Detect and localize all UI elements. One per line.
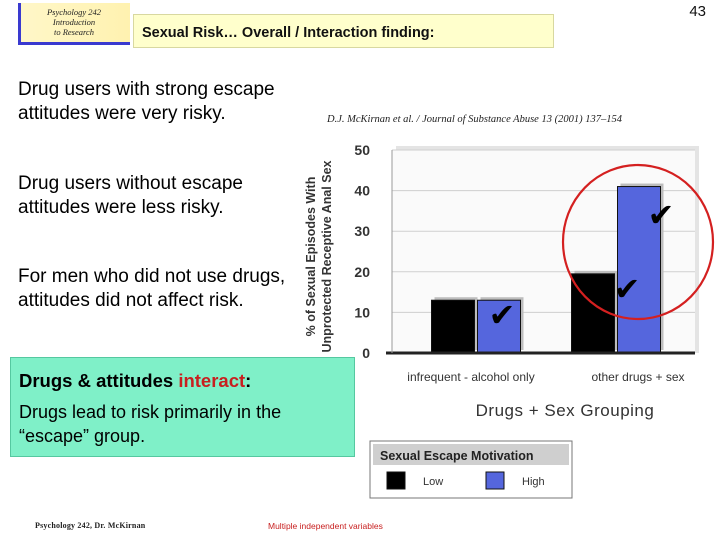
- footer-course-label: Psychology 242, Dr. McKirnan: [35, 521, 146, 530]
- callout-heading-suffix: :: [245, 370, 252, 391]
- axis-lines: [386, 150, 695, 355]
- bullet-text-1: Drug users with strong escape attitudes …: [18, 79, 275, 124]
- bullet-text-3: For men who did not use drugs, attitudes…: [18, 266, 286, 311]
- legend-title-bar: [373, 444, 569, 465]
- y-tick-label: 0: [362, 345, 370, 361]
- checkmark-icon: ✔: [439, 296, 466, 334]
- legend-title: Sexual Escape Motivation: [380, 449, 534, 463]
- x-category-label: other drugs + sex: [591, 370, 684, 384]
- logo-line-3: to Research: [53, 27, 95, 37]
- checkmark-icon: ✔: [648, 196, 675, 234]
- bar-high-1: [477, 299, 521, 354]
- y-tick-label: 50: [354, 142, 370, 158]
- slide-number: 43: [689, 3, 706, 20]
- logo-frame: [18, 3, 130, 45]
- callout-heading-prefix: Drugs & attitudes: [19, 370, 179, 391]
- bar-high-2: [617, 186, 661, 354]
- y-tick-label: 40: [354, 183, 370, 199]
- y-axis-label: % of Sexual Episodes With Unprotected Rec…: [304, 160, 334, 352]
- logo-line-1: Psychology 242: [46, 7, 102, 17]
- interaction-callout: Drugs & attitudes interact: Drugs lead t…: [10, 357, 355, 457]
- y-tick-label: 20: [354, 264, 370, 280]
- chart-citation: D.J. McKirnan et al. / Journal of Substa…: [326, 114, 623, 125]
- callout-heading: Drugs & attitudes interact:: [19, 370, 251, 392]
- bullet-text-2: Drug users without escape attitudes were…: [18, 173, 243, 218]
- legend-swatch-low: [386, 471, 406, 490]
- checkmark-annotations: ✔ ✔✔✔: [439, 196, 675, 334]
- bar-chart: D.J. McKirnan et al. / Journal of Substa…: [304, 114, 715, 499]
- y-tick-label: 30: [354, 223, 370, 239]
- logo-line-2: Introduction: [52, 17, 96, 27]
- slide-title-box: Sexual Risk… Overall / Interaction findi…: [133, 14, 554, 48]
- checkmark-icon: ✔: [489, 296, 516, 334]
- annotation-circle: [561, 163, 715, 321]
- x-axis-label: Drugs + Sex Grouping: [476, 401, 655, 420]
- checkmark-icon: ✔: [614, 270, 641, 308]
- callout-body: Drugs lead to risk primarily in the “esc…: [19, 402, 282, 446]
- callout-heading-highlight: interact: [178, 370, 246, 391]
- slide-title: Sexual Risk… Overall / Interaction findi…: [142, 25, 435, 41]
- bar-low-1: [431, 299, 475, 354]
- y-tick-label: 10: [354, 304, 370, 320]
- x-category-label: infrequent - alcohol only: [407, 370, 534, 384]
- legend-label-high: High: [522, 476, 545, 488]
- footer-topic-label: Multiple independent variables: [268, 521, 383, 531]
- x-axis-categories: infrequent - alcohol only other drugs + s…: [407, 370, 684, 384]
- legend-swatch-high: [485, 471, 505, 490]
- course-logo: Psychology 242 Introduction to Research: [18, 3, 130, 45]
- legend: Sexual Escape Motivation Low High: [369, 440, 573, 499]
- y-axis-label-line-2: Unprotected Receptive Anal Sex: [320, 160, 334, 352]
- y-axis-ticks: 0 10 20 30 40 50: [354, 142, 370, 361]
- legend-label-low: Low: [423, 476, 443, 488]
- y-axis-label-line-1: % of Sexual Episodes With: [304, 177, 318, 337]
